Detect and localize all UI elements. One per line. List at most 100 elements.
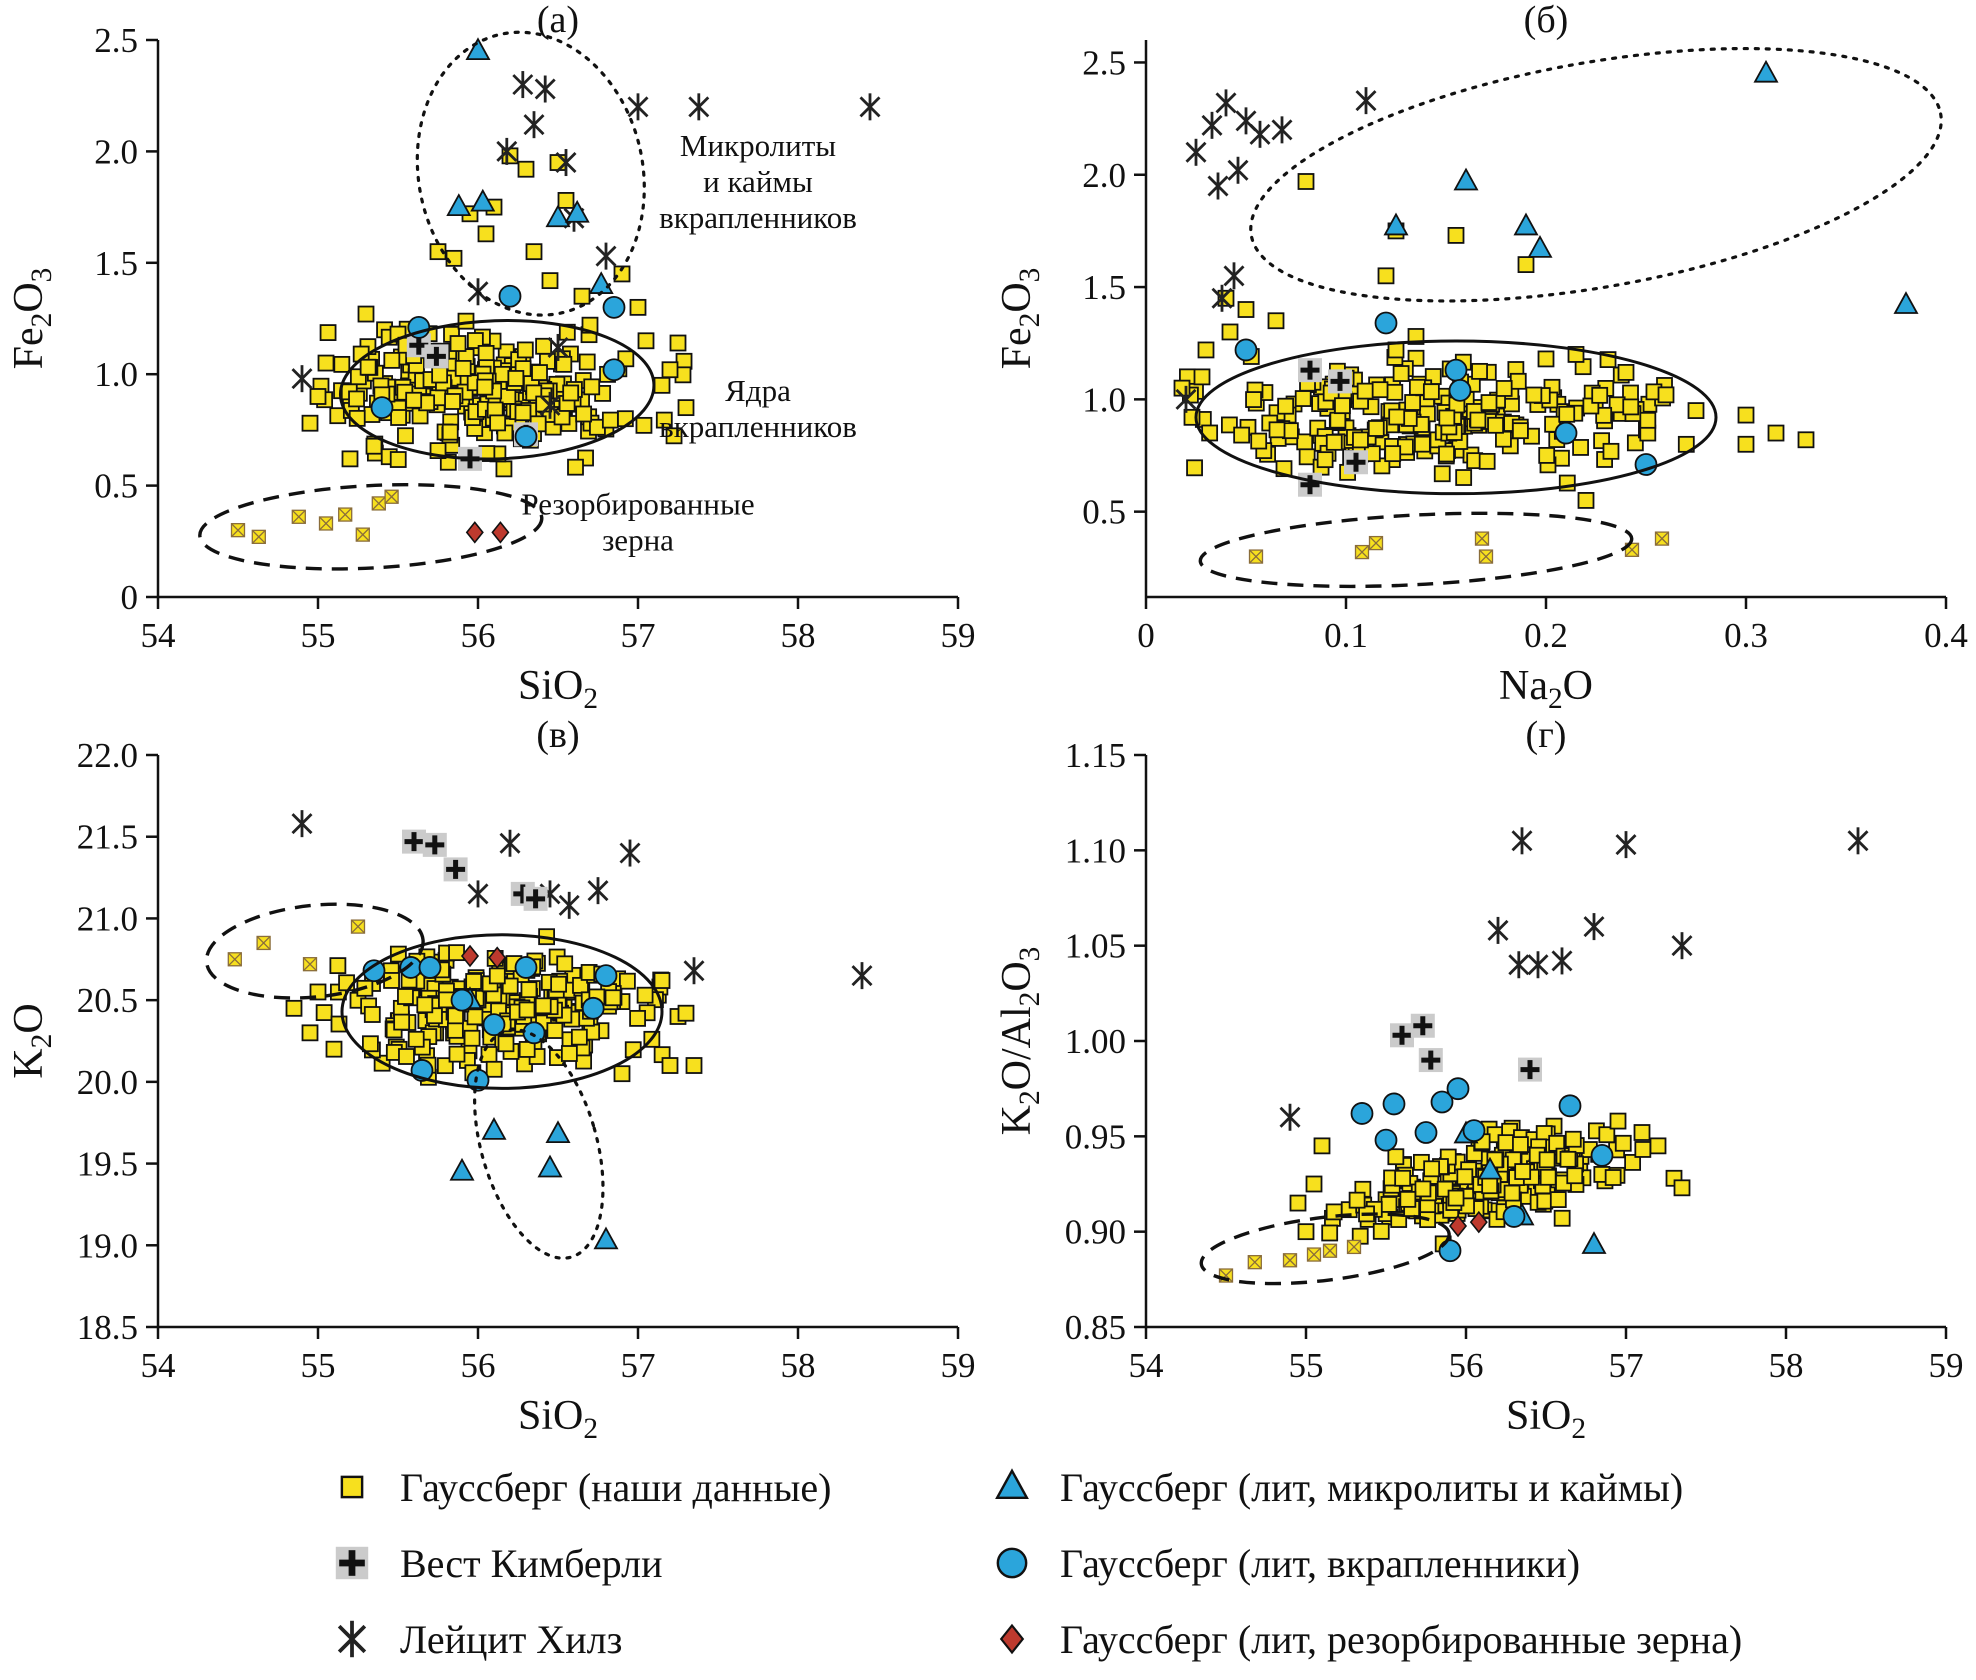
svg-text:2.5: 2.5	[94, 21, 138, 60]
axes: 54 55 56 57 58 59 18.5 19.0 19.5 20.0 20.5 21.0 21.5…	[77, 736, 976, 1385]
svg-text:Fe2O3: Fe2O3	[994, 268, 1046, 370]
panel-a: 54 55 56 57 58 59 0 0.5 1.0 1.5 2.0 2.5 (а) SiO2 Fe2O3…	[6, 0, 976, 715]
svg-text:19.0: 19.0	[77, 1226, 138, 1265]
svg-text:SiO2: SiO2	[1506, 1393, 1586, 1445]
svg-text:59: 59	[1929, 1346, 1964, 1385]
legend-label: Гауссберг (лит, резорбированные зерна)	[1060, 1616, 1743, 1662]
legend-item-microlites: Гауссберг (лит, микролиты и каймы)	[990, 1449, 1742, 1525]
svg-text:58: 58	[781, 616, 816, 655]
data-points	[1173, 59, 1919, 564]
group-ellipse-dotted	[1249, 46, 1943, 303]
svg-text:1.0: 1.0	[94, 355, 138, 394]
svg-text:57: 57	[621, 1346, 656, 1385]
svg-text:54: 54	[1129, 1346, 1164, 1385]
group-ellipse-dotted	[415, 30, 646, 317]
svg-text:22.0: 22.0	[77, 736, 138, 775]
annotation: Микролиты и каймы вкрапленников	[659, 128, 857, 235]
annotation: Резорбированные зерна	[521, 487, 754, 558]
data-points	[230, 37, 881, 544]
svg-text:1.5: 1.5	[94, 244, 138, 283]
svg-text:1.0: 1.0	[1082, 380, 1126, 419]
legend-label: Лейцит Хилз	[400, 1616, 623, 1662]
panel-title: (б)	[1524, 0, 1569, 41]
group-ellipse-solid	[338, 319, 656, 461]
svg-text:Fe2O3: Fe2O3	[6, 268, 58, 370]
svg-text:2.5: 2.5	[1082, 43, 1126, 82]
blue-triangle-icon	[995, 1468, 1029, 1500]
svg-text:1.5: 1.5	[1082, 268, 1126, 307]
axes: 0 0.1 0.2 0.3 0.4 0.5 1.0 1.5 2.0 2.5	[1082, 40, 1968, 655]
svg-text:0.1: 0.1	[1324, 616, 1368, 655]
svg-text:0.95: 0.95	[1065, 1117, 1126, 1156]
axes: 54 55 56 57 58 59 0 0.5 1.0 1.5 2.0 2.5	[94, 21, 975, 655]
legend-label: Гауссберг (лит, микролиты и каймы)	[1060, 1464, 1684, 1510]
svg-text:58: 58	[781, 1346, 816, 1385]
svg-text:SiO2: SiO2	[518, 663, 598, 715]
svg-text:0: 0	[1137, 616, 1155, 655]
yellow-square-icon	[340, 1475, 364, 1499]
panel-d: 54 55 56 57 58 59 0.85 0.90 0.95 1.00 1.05 1.10 1.15…	[994, 715, 1964, 1445]
group-ellipse-dotted	[473, 1028, 605, 1260]
svg-text:55: 55	[301, 616, 336, 655]
panel-title: (а)	[537, 0, 579, 41]
svg-text:1.15: 1.15	[1065, 736, 1126, 775]
svg-text:19.5: 19.5	[77, 1145, 138, 1184]
panel-title: (г)	[1526, 715, 1567, 756]
svg-text:0.90: 0.90	[1065, 1213, 1126, 1252]
data-points	[1218, 827, 1869, 1283]
red-diamond-icon	[999, 1623, 1025, 1655]
legend-item-west-kimberly: Вест Кимберли	[330, 1525, 990, 1601]
svg-text:2.0: 2.0	[1082, 156, 1126, 195]
panel-b: 0 0.1 0.2 0.3 0.4 0.5 1.0 1.5 2.0 2.5 (б) Na2O Fe2O3	[994, 0, 1968, 715]
svg-text:0.2: 0.2	[1524, 616, 1568, 655]
svg-text:K2O: K2O	[6, 1003, 58, 1078]
legend-item-leucite-hills: Лейцит Хилз	[330, 1601, 990, 1677]
legend-item-phenocrysts: Гауссберг (лит, вкрапленники)	[990, 1525, 1742, 1601]
svg-text:54: 54	[141, 616, 176, 655]
panel-c: 54 55 56 57 58 59 18.5 19.0 19.5 20.0 20.5 21.0 21.5…	[6, 715, 976, 1445]
group-ellipse-dashed	[1198, 511, 1634, 589]
legend-item-resorbed: Гауссберг (лит, резорбированные зерна)	[990, 1601, 1742, 1677]
svg-text:1.00: 1.00	[1065, 1022, 1126, 1061]
svg-text:K2O/Al2O3: K2O/Al2O3	[994, 947, 1046, 1136]
legend-label: Гауссберг (лит, вкрапленники)	[1060, 1540, 1581, 1586]
group-ellipse-solid	[340, 933, 664, 1090]
svg-text:0.3: 0.3	[1724, 616, 1768, 655]
group-ellipse-dashed	[204, 902, 425, 1000]
svg-text:56: 56	[461, 1346, 496, 1385]
svg-text:SiO2: SiO2	[518, 1393, 598, 1445]
svg-text:20.0: 20.0	[77, 1063, 138, 1102]
svg-text:20.5: 20.5	[77, 981, 138, 1020]
svg-text:58: 58	[1769, 1346, 1804, 1385]
group-ellipse-dashed	[1199, 1212, 1451, 1286]
svg-text:0.5: 0.5	[94, 467, 138, 506]
legend-label: Вест Кимберли	[400, 1540, 663, 1586]
svg-text:0: 0	[121, 578, 139, 617]
svg-text:1.10: 1.10	[1065, 831, 1126, 870]
svg-text:56: 56	[461, 616, 496, 655]
svg-text:2.0: 2.0	[94, 132, 138, 171]
svg-text:21.0: 21.0	[77, 899, 138, 938]
legend-label: Гауссберг (наши данные)	[400, 1464, 832, 1510]
annotation: Ядра вкрапленников	[659, 373, 857, 444]
legend: Гауссберг (наши данные) Вест Кимберли Ле…	[0, 1449, 1976, 1677]
legend-column-left: Гауссберг (наши данные) Вест Кимберли Ле…	[330, 1449, 990, 1677]
svg-text:56: 56	[1449, 1346, 1484, 1385]
svg-text:54: 54	[141, 1346, 176, 1385]
blue-circle-icon	[996, 1547, 1028, 1579]
svg-text:Na2O: Na2O	[1499, 663, 1593, 715]
asterisk-icon	[337, 1620, 367, 1658]
data-points	[227, 810, 873, 1250]
svg-text:0.4: 0.4	[1924, 616, 1968, 655]
group-ellipse-solid	[1194, 339, 1718, 496]
svg-text:1.05: 1.05	[1065, 927, 1126, 966]
svg-text:18.5: 18.5	[77, 1308, 138, 1347]
svg-text:57: 57	[1609, 1346, 1644, 1385]
legend-item-gaussberg-ours: Гауссберг (наши данные)	[330, 1449, 990, 1525]
svg-text:55: 55	[301, 1346, 336, 1385]
axes: 54 55 56 57 58 59 0.85 0.90 0.95 1.00 1.05 1.10 1.15	[1065, 736, 1964, 1385]
group-ellipse-dashed	[198, 482, 544, 571]
svg-text:0.5: 0.5	[1082, 493, 1126, 532]
svg-text:59: 59	[941, 616, 976, 655]
svg-text:55: 55	[1289, 1346, 1324, 1385]
